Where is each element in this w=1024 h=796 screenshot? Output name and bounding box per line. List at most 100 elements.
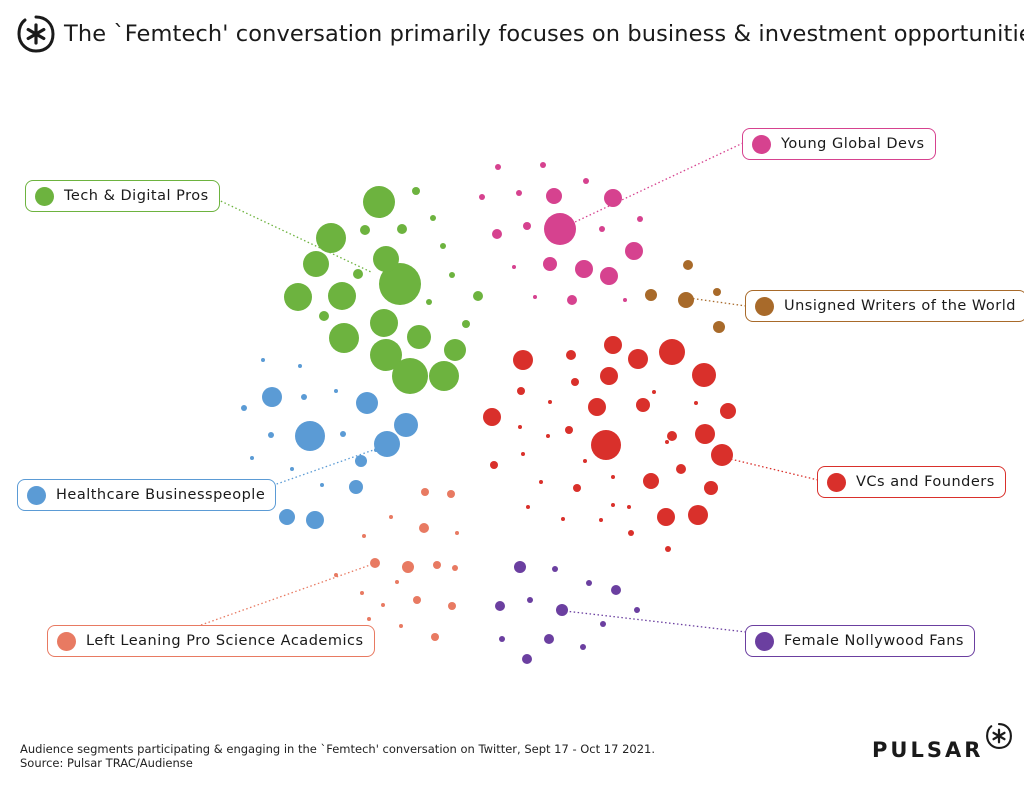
label-unsigned-writers: Unsigned Writers of the World	[745, 290, 1024, 322]
tech-node-21	[353, 269, 363, 279]
left-node-5	[433, 561, 441, 569]
tech-node-4	[373, 246, 399, 272]
vcs-node-33	[652, 390, 656, 394]
tech-node-9	[407, 325, 431, 349]
health-node-3	[356, 392, 378, 414]
tech-node-19	[449, 272, 455, 278]
health-node-15	[334, 389, 338, 393]
health-node-13	[298, 364, 302, 368]
vcs-node-3	[695, 424, 715, 444]
footer-source: Source: Pulsar TRAC/Audiense	[20, 756, 193, 770]
vcs-node-14	[720, 403, 736, 419]
health-node-7	[349, 480, 363, 494]
left-node-9	[452, 565, 458, 571]
pulsar-star-icon	[986, 723, 1013, 749]
label-text: Young Global Devs	[781, 136, 925, 152]
label-text: Tech & Digital Pros	[64, 188, 209, 204]
vcs-founders-dot	[827, 472, 846, 492]
footer-description: Audience segments participating & engagi…	[20, 742, 656, 756]
vcs-node-7	[513, 350, 533, 370]
left-node-12	[362, 534, 366, 538]
vcs-node-12	[483, 408, 501, 426]
young-node-19	[623, 298, 627, 302]
left-node-8	[431, 633, 439, 641]
vcs-node-20	[517, 387, 525, 395]
tech-digital-pros-dot	[35, 186, 54, 206]
female-node-9	[527, 597, 533, 603]
vcs-node-18	[676, 464, 686, 474]
vcs-node-35	[665, 440, 669, 444]
tech-node-15	[430, 215, 436, 221]
tech-node-14	[412, 187, 420, 195]
health-node-1	[374, 431, 400, 457]
left-node-13	[334, 573, 338, 577]
unsigned-node-3	[683, 260, 693, 270]
female-node-7	[586, 580, 592, 586]
health-node-4	[262, 387, 282, 407]
left-connector	[200, 563, 374, 626]
vcs-node-42	[609, 433, 613, 437]
vcs-node-39	[539, 480, 543, 484]
health-node-10	[340, 431, 346, 437]
left-node-1	[402, 561, 414, 573]
left-node-17	[399, 624, 403, 628]
health-node-6	[279, 509, 295, 525]
unsigned-node-4	[713, 288, 721, 296]
health-node-16	[250, 456, 254, 460]
vcs-connector	[721, 456, 819, 481]
left-leaning-academics-dot	[57, 631, 76, 651]
tech-node-10	[370, 339, 402, 371]
health-node-17	[290, 467, 294, 471]
audience-nodes	[241, 162, 736, 664]
vcs-node-8	[628, 349, 648, 369]
vcs-node-10	[600, 367, 618, 385]
left-node-14	[367, 617, 371, 621]
young-node-16	[599, 226, 605, 232]
female-nollywood-fans-dot	[755, 631, 774, 651]
vcs-node-25	[665, 546, 671, 552]
vcs-node-0	[591, 430, 621, 460]
label-female-nollywood-fans: Female Nollywood Fans	[745, 625, 975, 657]
health-node-11	[268, 432, 274, 438]
tech-node-11	[392, 358, 428, 394]
tech-node-12	[429, 361, 459, 391]
tech-node-8	[329, 323, 359, 353]
young-node-2	[546, 188, 562, 204]
tech-node-13	[444, 339, 466, 361]
health-node-5	[306, 511, 324, 529]
label-young-global-devs: Young Global Devs	[742, 128, 936, 160]
young-node-11	[540, 162, 546, 168]
label-left-leaning-academics: Left Leaning Pro Science Academics	[47, 625, 375, 657]
young-node-1	[604, 189, 622, 207]
vcs-node-9	[604, 336, 622, 354]
young-node-3	[625, 242, 643, 260]
female-node-1	[514, 561, 526, 573]
young-node-5	[575, 260, 593, 278]
health-node-12	[241, 405, 247, 411]
left-node-15	[395, 580, 399, 584]
vcs-node-30	[521, 452, 525, 456]
label-text: Unsigned Writers of the World	[784, 298, 1016, 314]
female-node-8	[634, 607, 640, 613]
header: The `Femtech' conversation primarily foc…	[16, 14, 1024, 54]
vcs-node-15	[704, 481, 718, 495]
female-node-2	[544, 634, 554, 644]
young-node-12	[516, 190, 522, 196]
tech-node-18	[440, 243, 446, 249]
left-node-6	[448, 602, 456, 610]
tech-node-17	[360, 225, 370, 235]
vcs-node-4	[711, 444, 733, 466]
health-node-14	[261, 358, 265, 362]
vcs-node-41	[611, 503, 615, 507]
vcs-node-23	[565, 426, 573, 434]
vcs-node-28	[518, 425, 522, 429]
unsigned-writers-dot	[755, 296, 774, 316]
vcs-node-38	[526, 505, 530, 509]
young-node-0	[544, 213, 576, 245]
unsigned-node-1	[645, 289, 657, 301]
tech-node-22	[319, 311, 329, 321]
left-node-16	[381, 603, 385, 607]
tech-connector	[209, 195, 372, 273]
tech-node-0	[363, 186, 395, 218]
female-node-5	[522, 654, 532, 664]
